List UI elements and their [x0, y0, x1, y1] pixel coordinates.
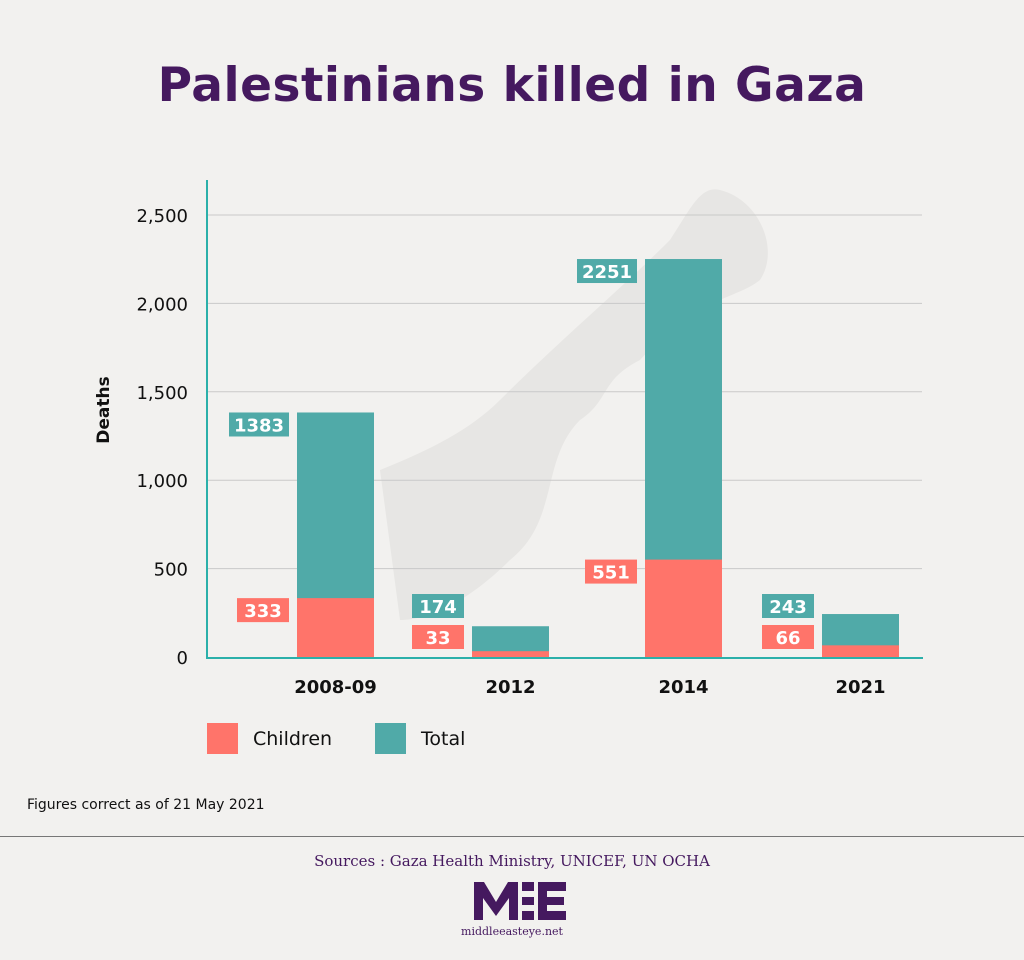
data-label-bg-total	[577, 259, 637, 284]
y-tick-label: 1,000	[136, 471, 188, 492]
y-axis-label: Deaths	[94, 376, 114, 443]
legend-label: Total	[421, 727, 466, 750]
legend-label: Children	[253, 727, 333, 750]
data-label-children: 551	[592, 563, 630, 584]
bar-children	[297, 598, 374, 657]
chart-title: Palestinians killed in Gaza	[157, 58, 867, 113]
data-label-bg-total	[412, 594, 464, 618]
data-label-total: 1383	[234, 415, 284, 436]
data-label-children: 66	[775, 628, 800, 649]
bar-children	[822, 645, 899, 657]
data-label-bg-children	[412, 625, 464, 649]
y-tick-label: 2,500	[136, 206, 188, 227]
data-label-bg-children	[585, 559, 637, 584]
x-tick-label: 2021	[835, 677, 885, 698]
total-swatch	[375, 723, 406, 754]
data-label-children: 333	[244, 601, 282, 622]
x-tick-label: 2008-09	[294, 677, 377, 698]
x-tick-label: 2012	[485, 677, 535, 698]
sources: Sources : Gaza Health Ministry, UNICEF, …	[314, 852, 710, 870]
data-label-bg-children	[762, 625, 814, 649]
data-label-bg-children	[237, 598, 289, 623]
data-label-total: 174	[419, 597, 457, 618]
y-tick-label: 1,500	[136, 383, 188, 404]
mee-logo	[474, 882, 566, 920]
data-label-total: 243	[769, 597, 807, 618]
data-label-bg-total	[762, 594, 814, 618]
children-swatch	[207, 723, 238, 754]
data-label-total: 2251	[582, 262, 632, 283]
legend-item-children: Children	[207, 723, 332, 754]
site-url: middleeasteye.net	[461, 925, 563, 938]
footnote: Figures correct as of 21 May 2021	[27, 797, 265, 813]
y-tick-label: 0	[177, 648, 188, 669]
bar-children	[645, 559, 722, 657]
x-tick-label: 2014	[658, 677, 708, 698]
data-label-bg-total	[229, 412, 289, 437]
divider	[0, 836, 1024, 837]
y-tick-label: 2,000	[136, 294, 188, 315]
data-label-children: 33	[425, 628, 450, 649]
bar-chart: 0 500 1,000 1,500 2,000 2,500 2008-09 333 1383 2…	[94, 180, 923, 698]
y-tick-label: 500	[154, 560, 188, 581]
bar-children	[472, 651, 549, 657]
legend-item-total: Total	[375, 723, 465, 754]
